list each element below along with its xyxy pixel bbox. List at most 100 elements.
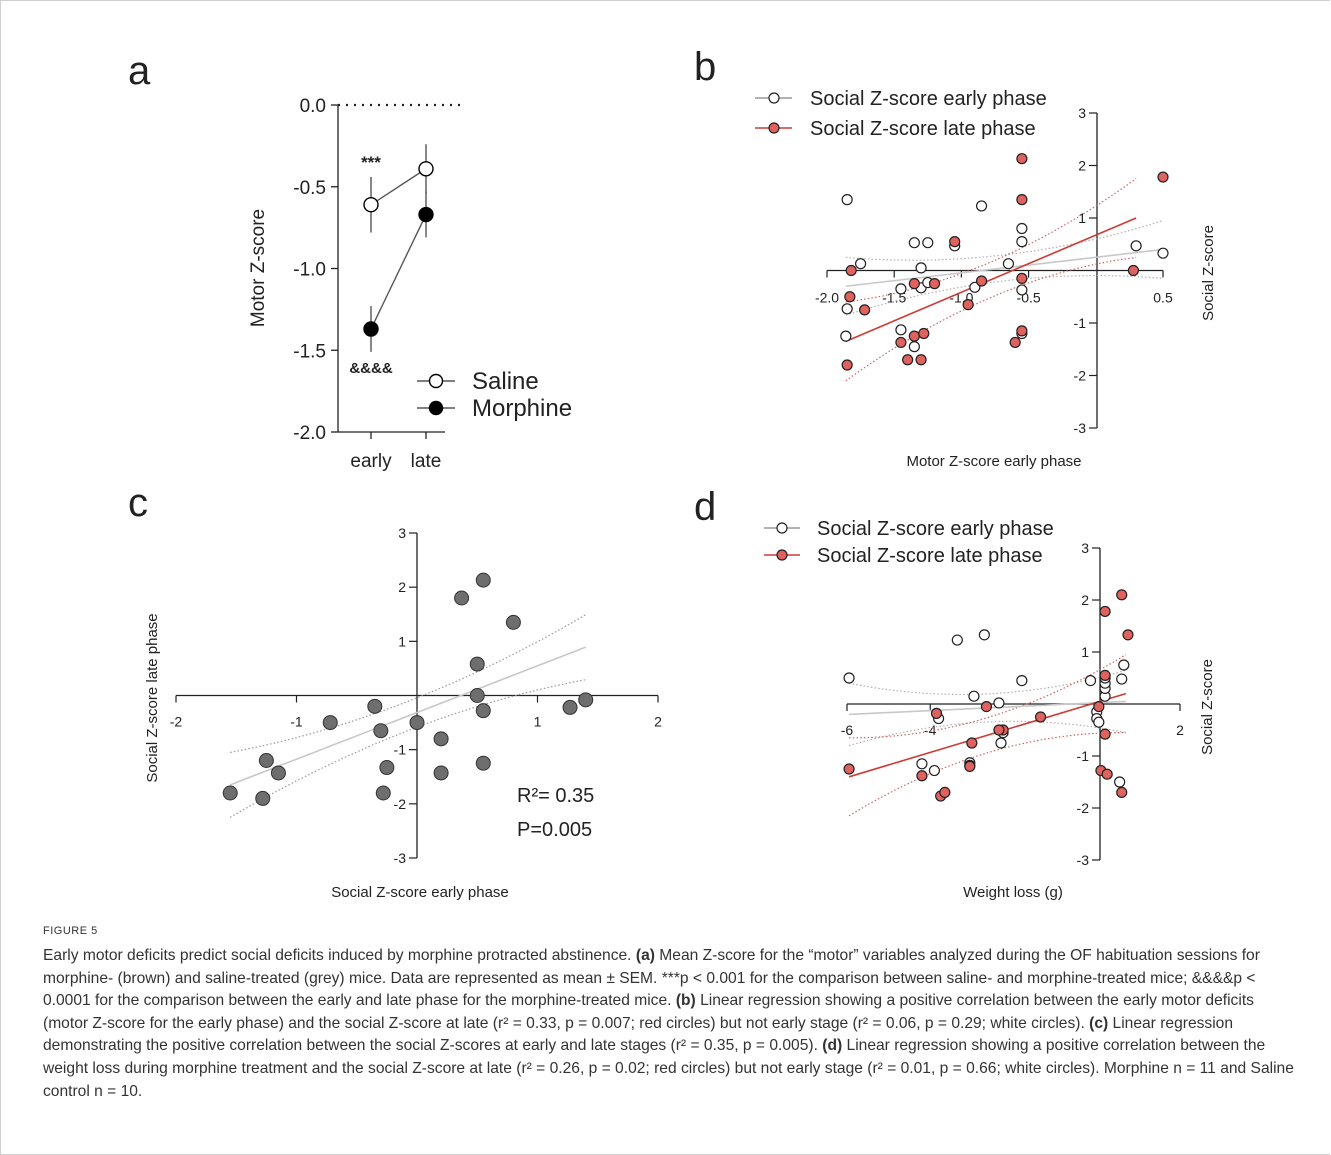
y-tick-label: -1.5 xyxy=(293,341,326,362)
caption-part-b-label: (b) xyxy=(675,992,696,1010)
scatter-point xyxy=(375,785,391,801)
x-axis-label: Motor Z-score early phase xyxy=(906,453,1081,470)
scatter-point-early xyxy=(951,634,963,646)
scatter-point-late xyxy=(844,291,856,303)
caption-text: Early motor deficits predict social defi… xyxy=(43,945,1303,1103)
data-point-morphine xyxy=(418,206,434,223)
y-tick-label: -2.0 xyxy=(293,423,326,444)
scatter-point xyxy=(373,723,389,739)
scatter-point-late xyxy=(918,327,930,340)
legend-label-saline: Saline xyxy=(472,368,539,395)
confidence-band-early-upper xyxy=(848,669,1127,696)
scatter-point-late xyxy=(1122,629,1134,641)
scatter-point-late xyxy=(895,336,907,349)
scatter-point-early xyxy=(1084,674,1097,687)
scatter-point xyxy=(433,731,449,747)
annotation-r-squared: R²= 0.35 xyxy=(517,785,594,807)
legend-label: Social Z-score early phase xyxy=(817,518,1054,540)
y-tick-label: -2 xyxy=(394,796,407,812)
y-tick-label: -1 xyxy=(1074,315,1087,331)
data-point-morphine xyxy=(363,321,379,337)
scatter-point-late xyxy=(1116,589,1128,601)
figure-caption: FIGURE 5 Early motor deficits predict so… xyxy=(43,925,1303,1103)
panel-d-letter: d xyxy=(694,485,716,529)
scatter-point-early xyxy=(895,324,907,336)
scatter-point-late xyxy=(1016,272,1028,284)
x-tick-label: -6 xyxy=(841,722,854,738)
scatter-point-late xyxy=(980,700,993,713)
y-tick-label: -3 xyxy=(1077,852,1090,868)
y-tick-label: 2 xyxy=(1081,592,1089,608)
confidence-band-late-lower xyxy=(845,256,1137,382)
y-tick-label: -1 xyxy=(1077,748,1090,764)
y-axis-label: Social Z-score xyxy=(1199,659,1216,755)
scatter-point xyxy=(562,699,578,715)
y-tick-label: -2 xyxy=(1074,368,1087,384)
scatter-point xyxy=(469,656,485,672)
y-tick-label: 1 xyxy=(1078,210,1086,226)
scatter-point-late xyxy=(966,737,978,749)
x-tick-label: 2 xyxy=(654,714,662,730)
figure-label: FIGURE 5 xyxy=(43,925,98,937)
scatter-point-early xyxy=(854,258,867,270)
scatter-point-late xyxy=(1034,711,1047,723)
scatter-point-early xyxy=(1002,258,1015,270)
scatter-point-late xyxy=(930,707,943,719)
scatter-point-late xyxy=(939,786,951,799)
y-tick-label: 3 xyxy=(398,525,406,541)
scatter-point-early xyxy=(978,629,990,641)
x-tick-label: 1 xyxy=(534,714,542,730)
scatter-point-late xyxy=(908,278,920,290)
scatter-point-early xyxy=(1016,236,1028,248)
scatter-point-late xyxy=(845,264,857,277)
scatter-point xyxy=(255,790,271,806)
y-tick-label: -3 xyxy=(394,850,407,866)
scatter-point xyxy=(505,614,521,630)
caption-part-b: Linear regression showing a positive cor… xyxy=(43,992,1254,1032)
scatter-point-early xyxy=(1118,659,1130,671)
scatter-point-early xyxy=(915,262,927,274)
legend-label-morphine: Morphine xyxy=(472,395,572,422)
scatter-point xyxy=(454,590,470,606)
panel-a: a 0.0 -0.5 -1.0 -1.5 -2.0 early late Motor Z-sco… xyxy=(128,49,572,472)
scatter-point-early xyxy=(1130,240,1142,252)
scatter-point xyxy=(475,703,491,719)
scatter-point-late xyxy=(1127,264,1140,277)
legend-label: Social Z-score late phase xyxy=(810,118,1036,140)
confidence-band-early-lower xyxy=(848,720,1127,747)
scatter-point xyxy=(258,753,274,768)
legend-marker xyxy=(768,92,780,104)
scatter-point-early xyxy=(843,672,855,684)
scatter-point-early xyxy=(1157,247,1169,259)
caption-part-a-label: (a) xyxy=(635,947,655,964)
series-line-saline xyxy=(370,168,427,206)
scatter-point-late xyxy=(841,359,853,371)
regression-line-late xyxy=(848,692,1127,778)
y-axis-label: Motor Z-score xyxy=(248,209,269,327)
scatter-point-early xyxy=(1016,222,1028,235)
x-tick-label: -1 xyxy=(290,714,303,730)
annotation-p-value: P=0.005 xyxy=(517,819,592,841)
y-axis-label: Social Z-score late phase xyxy=(144,613,161,782)
x-tick-label: -2 xyxy=(170,714,183,730)
scatter-point xyxy=(409,715,425,731)
scatter-point-early xyxy=(1016,284,1028,296)
scatter-point-late xyxy=(1099,669,1111,682)
scatter-point xyxy=(222,785,238,801)
legend-marker-saline xyxy=(428,373,444,389)
y-tick-label: -1.0 xyxy=(293,260,326,281)
legend-marker-morphine xyxy=(428,400,444,416)
scatter-point-early xyxy=(1114,776,1126,788)
data-point-saline xyxy=(363,197,379,213)
legend-marker xyxy=(768,122,780,134)
y-tick-label: -1 xyxy=(394,742,407,758)
scatter-point-late xyxy=(993,724,1005,736)
scatter-point-late xyxy=(908,330,920,342)
scatter-point-early xyxy=(895,283,907,295)
caption-title: Early motor deficits predict social defi… xyxy=(43,947,632,964)
scatter-point xyxy=(475,572,491,588)
scatter-point-late xyxy=(1016,194,1028,206)
panel-d: d -6 -4 2 3 2 1 -1 -2 -3 Weight loss (g) Social Z-s… xyxy=(694,485,1216,901)
scatter-point-late xyxy=(949,236,961,248)
